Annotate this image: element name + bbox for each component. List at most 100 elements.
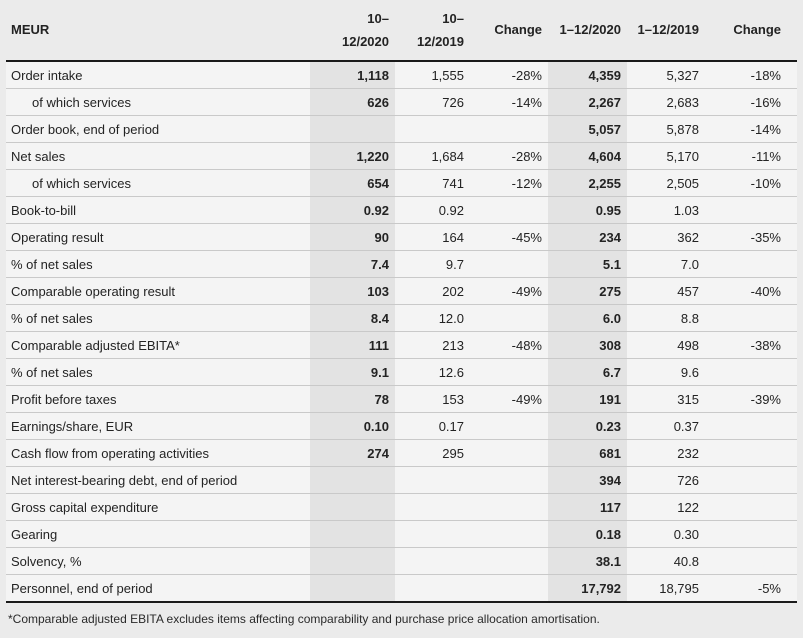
cell: 234: [548, 223, 627, 251]
cell: 0.30: [627, 520, 705, 548]
cell: 9.6: [627, 358, 705, 386]
key-figures-table: MEUR 10– 12/2020 10– 12/2019 Change 1–12…: [6, 0, 797, 603]
cell: [705, 520, 797, 548]
cell: [470, 574, 548, 602]
cell: 726: [627, 466, 705, 494]
column-header-q4-2019: 10– 12/2019: [417, 10, 464, 49]
cell: 1,220: [310, 142, 395, 170]
row-label: Net sales: [6, 142, 310, 170]
table-row: Comparable operating result 103 202 -49% 275…: [6, 277, 797, 305]
row-label: Gross capital expenditure: [6, 493, 310, 521]
table-row: Operating result 90 164 -45% 234 362 -35%: [6, 223, 797, 251]
cell: [310, 574, 395, 602]
cell: [705, 196, 797, 224]
cell: [470, 493, 548, 521]
cell: 232: [627, 439, 705, 467]
cell: 103: [310, 277, 395, 305]
cell: 0.17: [395, 412, 470, 440]
column-header-meur: MEUR: [11, 22, 50, 38]
cell: [310, 493, 395, 521]
cell: 4,359: [548, 61, 627, 89]
cell: [470, 520, 548, 548]
cell: 0.92: [395, 196, 470, 224]
cell: [310, 547, 395, 575]
cell: [470, 466, 548, 494]
table-row: % of net sales 8.4 12.0 6.0 8.8: [6, 304, 797, 332]
cell: 0.10: [310, 412, 395, 440]
cell: 681: [548, 439, 627, 467]
cell: [705, 304, 797, 332]
cell: 40.8: [627, 547, 705, 575]
cell: 18,795: [627, 574, 705, 602]
table-row: Personnel, end of period 17,792 18,795 -5%: [6, 574, 797, 602]
table-row: Earnings/share, EUR 0.10 0.17 0.23 0.37: [6, 412, 797, 440]
cell: 2,505: [627, 169, 705, 197]
cell: 1,118: [310, 61, 395, 89]
cell: 275: [548, 277, 627, 305]
cell: 38.1: [548, 547, 627, 575]
cell: 117: [548, 493, 627, 521]
cell: 741: [395, 169, 470, 197]
cell: 5,327: [627, 61, 705, 89]
table-row: Order book, end of period 5,057 5,878 -14%: [6, 115, 797, 143]
cell: 654: [310, 169, 395, 197]
row-label: Operating result: [6, 223, 310, 251]
column-header-fy-2020: 1–12/2020: [559, 22, 621, 38]
cell: [395, 574, 470, 602]
cell: 153: [395, 385, 470, 413]
row-label: Book-to-bill: [6, 196, 310, 224]
cell: -49%: [470, 277, 548, 305]
row-label: Earnings/share, EUR: [6, 412, 310, 440]
cell: 0.18: [548, 520, 627, 548]
cell: 308: [548, 331, 627, 359]
row-label: of which services: [6, 169, 310, 197]
cell: 726: [395, 88, 470, 116]
cell: 164: [395, 223, 470, 251]
cell: [705, 412, 797, 440]
cell: 498: [627, 331, 705, 359]
cell: [705, 547, 797, 575]
cell: 7.4: [310, 250, 395, 278]
table-row: Gross capital expenditure 117 122: [6, 493, 797, 521]
cell: 5.1: [548, 250, 627, 278]
cell: [395, 115, 470, 143]
cell: 8.4: [310, 304, 395, 332]
column-header-change-fy: Change: [733, 22, 781, 38]
cell: -48%: [470, 331, 548, 359]
cell: 0.92: [310, 196, 395, 224]
column-header-change-q4: Change: [494, 22, 542, 38]
row-label: % of net sales: [6, 358, 310, 386]
cell: [705, 493, 797, 521]
table-row: % of net sales 7.4 9.7 5.1 7.0: [6, 250, 797, 278]
column-header-q4-2020: 10– 12/2020: [342, 10, 389, 49]
cell: 626: [310, 88, 395, 116]
column-header-fy-2019: 1–12/2019: [637, 22, 699, 38]
table-row: Book-to-bill 0.92 0.92 0.95 1.03: [6, 196, 797, 224]
cell: 78: [310, 385, 395, 413]
cell: [705, 439, 797, 467]
cell: 213: [395, 331, 470, 359]
cell: [470, 250, 548, 278]
table-row: Solvency, % 38.1 40.8: [6, 547, 797, 575]
cell: 111: [310, 331, 395, 359]
cell: 12.6: [395, 358, 470, 386]
cell: 202: [395, 277, 470, 305]
cell: -14%: [705, 115, 797, 143]
cell: 191: [548, 385, 627, 413]
cell: [395, 493, 470, 521]
cell: [310, 115, 395, 143]
cell: -38%: [705, 331, 797, 359]
row-label: Net interest-bearing debt, end of period: [6, 466, 310, 494]
cell: [395, 547, 470, 575]
cell: -45%: [470, 223, 548, 251]
table-row: Net sales 1,220 1,684 -28% 4,604 5,170 -11%: [6, 142, 797, 170]
table-row: Order intake 1,118 1,555 -28% 4,359 5,327 -18%: [6, 61, 797, 89]
cell: [705, 466, 797, 494]
row-label: % of net sales: [6, 304, 310, 332]
cell: 0.37: [627, 412, 705, 440]
cell: 5,878: [627, 115, 705, 143]
table-row: of which services 626 726 -14% 2,267 2,683 -16…: [6, 88, 797, 116]
cell: 1.03: [627, 196, 705, 224]
cell: -28%: [470, 142, 548, 170]
